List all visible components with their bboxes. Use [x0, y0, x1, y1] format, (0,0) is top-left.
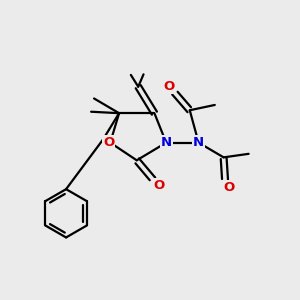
Text: N: N — [160, 136, 172, 149]
Text: N: N — [193, 136, 204, 149]
Text: O: O — [223, 181, 234, 194]
Text: O: O — [154, 179, 165, 192]
Text: O: O — [103, 136, 114, 149]
Text: O: O — [164, 80, 175, 93]
